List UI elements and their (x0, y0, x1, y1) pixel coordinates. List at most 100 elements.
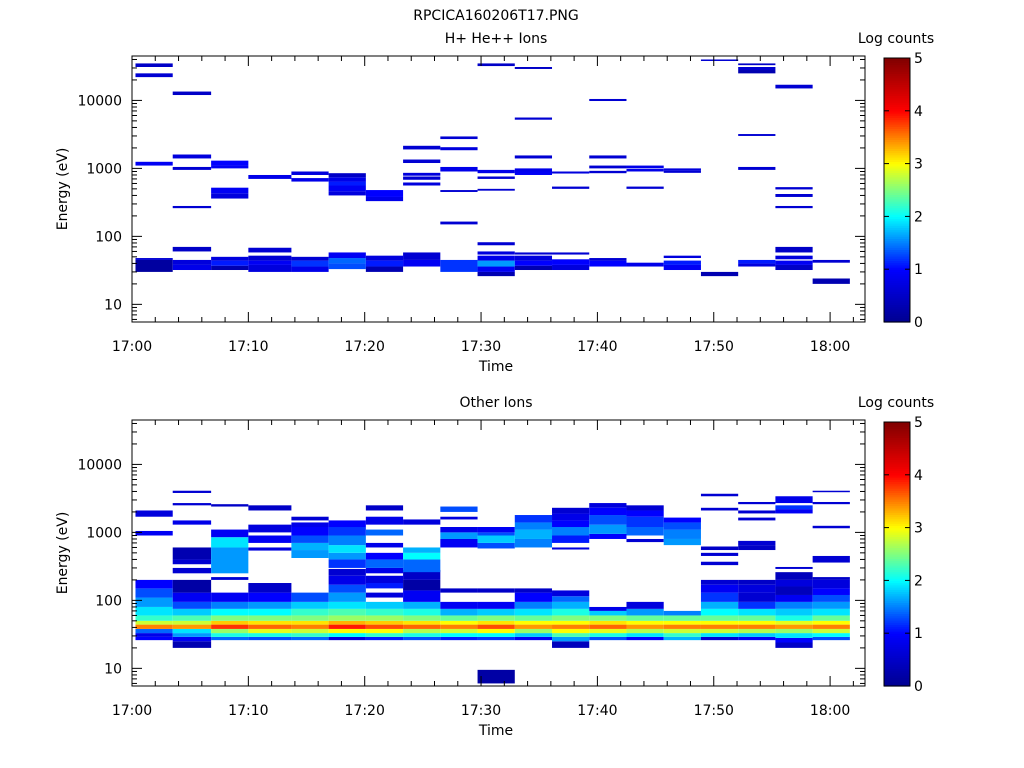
heatmap-cell (248, 620, 292, 625)
heatmap-cell (514, 588, 553, 593)
colorbar-segment (884, 245, 910, 248)
colorbar-segment (884, 430, 910, 434)
heatmap-cell (552, 624, 590, 629)
heatmap-cell (775, 628, 813, 634)
heatmap-cell (738, 134, 776, 136)
colorbar-segment (884, 297, 910, 301)
heatmap-cell (211, 165, 249, 169)
colorbar-segment (884, 595, 910, 599)
heatmap-cell (589, 515, 627, 525)
colorbar-segment (884, 422, 910, 425)
colorbar-frame (883, 421, 911, 687)
heatmap-cell (365, 505, 404, 511)
heatmap-cell (626, 615, 664, 621)
colorbar-segment (884, 611, 910, 614)
heatmap-cell (328, 177, 366, 182)
colorbar-segment (884, 455, 910, 458)
heatmap-cell (775, 187, 813, 190)
colorbar-segment (884, 477, 910, 480)
heatmap-cell (775, 579, 813, 587)
heatmap-cell (738, 633, 776, 637)
heatmap-cell (552, 252, 590, 255)
heatmap-cell (365, 559, 404, 568)
heatmap-cell (291, 615, 329, 621)
colorbar-segment (884, 518, 910, 522)
colorbar-segment (884, 82, 910, 85)
heatmap-cell (700, 620, 739, 625)
heatmap-cell (211, 256, 249, 261)
heatmap-cell (291, 527, 329, 536)
heatmap-cell (172, 633, 212, 637)
heatmap-cell (135, 63, 173, 67)
colorbar-segment (884, 207, 910, 211)
heatmap-cell (248, 247, 292, 253)
heatmap-cell (514, 628, 553, 634)
colorbar-label: Log counts (858, 395, 934, 411)
heatmap-cell (403, 636, 441, 641)
colorbar-segment (884, 106, 910, 110)
heatmap-cell (403, 176, 441, 180)
heatmap-cell (211, 636, 249, 641)
colorbar-segment (884, 653, 910, 656)
heatmap-cell (248, 260, 292, 265)
heatmap-cell (738, 63, 776, 66)
y-axis-label: Energy (eV) (55, 148, 71, 231)
x-tick-label: 17:30 (461, 339, 501, 355)
heatmap-cell (477, 527, 515, 533)
heatmap-cell (626, 601, 664, 609)
heatmap-cell (172, 615, 212, 621)
colorbar-segment (884, 295, 910, 299)
colorbar-segment (884, 306, 910, 310)
x-tick-label: 17:40 (577, 339, 617, 355)
heatmap-cell (552, 615, 590, 621)
heatmap-cell (211, 620, 249, 625)
heatmap-cell (775, 608, 813, 616)
heatmap-cell (248, 608, 292, 616)
colorbar-segment (884, 525, 910, 529)
colorbar-segment (884, 659, 910, 663)
colorbar-segment (884, 567, 910, 570)
panel-title: H+ He++ Ions (445, 31, 548, 47)
y-tick-label: 1000 (86, 525, 122, 541)
heatmap-cell (440, 147, 478, 151)
heatmap-cell (477, 260, 515, 267)
colorbar-segment (884, 582, 910, 586)
heatmap-cell (552, 620, 590, 625)
colorbar-segment (884, 102, 910, 105)
colorbar-segment (884, 648, 910, 652)
heatmap-cell (403, 259, 441, 267)
heatmap-cell (812, 490, 850, 493)
heatmap-cell (291, 620, 329, 625)
heatmap-cell (365, 608, 404, 616)
colorbar-segment (884, 238, 910, 242)
colorbar-segment (884, 527, 910, 531)
colorbar-segment (884, 507, 910, 511)
heatmap-cell (328, 185, 366, 192)
heatmap-cell (477, 615, 515, 621)
colorbar-segment (884, 580, 910, 584)
heatmap-cell (172, 592, 212, 602)
heatmap-cell (248, 615, 292, 621)
heatmap-cell (135, 615, 173, 621)
colorbar-segment (884, 466, 910, 469)
colorbar-segment (884, 242, 910, 246)
y-tick-label: 1000 (86, 161, 122, 177)
colorbar-segment (884, 437, 910, 441)
heatmap-cell (514, 620, 553, 625)
heatmap-cell (365, 628, 404, 634)
heatmap-cell (700, 546, 739, 551)
heatmap-cell (663, 517, 701, 523)
colorbar-segment (884, 433, 910, 436)
colorbar-tick-label: 3 (914, 157, 923, 173)
heatmap-cell (248, 636, 292, 641)
heatmap-cell (738, 263, 776, 267)
heatmap-cell (552, 628, 590, 634)
heatmap-cell (663, 522, 701, 530)
heatmap-cell (738, 259, 776, 264)
heatmap-cell (700, 601, 739, 609)
colorbar-segment (884, 304, 910, 308)
heatmap-cell (135, 588, 173, 598)
heatmap-cell (477, 601, 515, 609)
x-axis-label: Time (478, 723, 513, 739)
colorbar-segment (884, 135, 910, 138)
